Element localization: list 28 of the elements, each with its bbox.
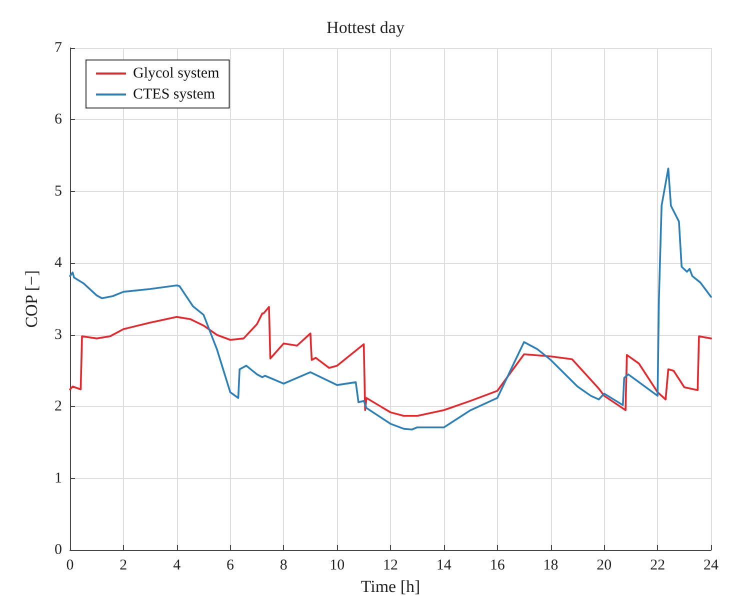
x-tick-label: 6: [226, 558, 234, 574]
y-tick-label: 5: [54, 183, 62, 200]
x-tick-label: 12: [383, 558, 398, 574]
x-tick-label: 24: [704, 558, 719, 574]
y-tick-label: 1: [54, 470, 62, 486]
x-tick-label: 4: [173, 558, 182, 574]
x-tick-label: 20: [596, 558, 612, 574]
line-series: [69, 306, 712, 417]
y-tick-label: 6: [54, 112, 62, 128]
legend-label: CTES system: [133, 86, 216, 102]
x-tick-label: 8: [280, 558, 288, 574]
x-tick-label: 16: [490, 558, 506, 574]
y-tick-label: 4: [54, 255, 62, 272]
x-tick-label: 18: [543, 558, 558, 574]
x-axis-title: Time [h]: [360, 576, 420, 596]
legend-label: Glycol system: [133, 66, 220, 82]
y-tick-label: 3: [54, 326, 62, 343]
y-axis-title: COP [−]: [22, 270, 41, 328]
x-tick-label: 2: [120, 558, 128, 574]
line-series: [69, 168, 712, 430]
x-tick-label: 0: [66, 558, 74, 574]
x-tick-label: 10: [330, 558, 345, 574]
x-tick-label: 14: [436, 558, 452, 574]
x-tick-label: 22: [650, 558, 666, 574]
chart-title: Hottest day: [326, 18, 405, 37]
y-tick-label: 0: [54, 542, 62, 558]
y-tick-label: 2: [54, 398, 62, 415]
y-tick-label: 7: [54, 40, 62, 56]
